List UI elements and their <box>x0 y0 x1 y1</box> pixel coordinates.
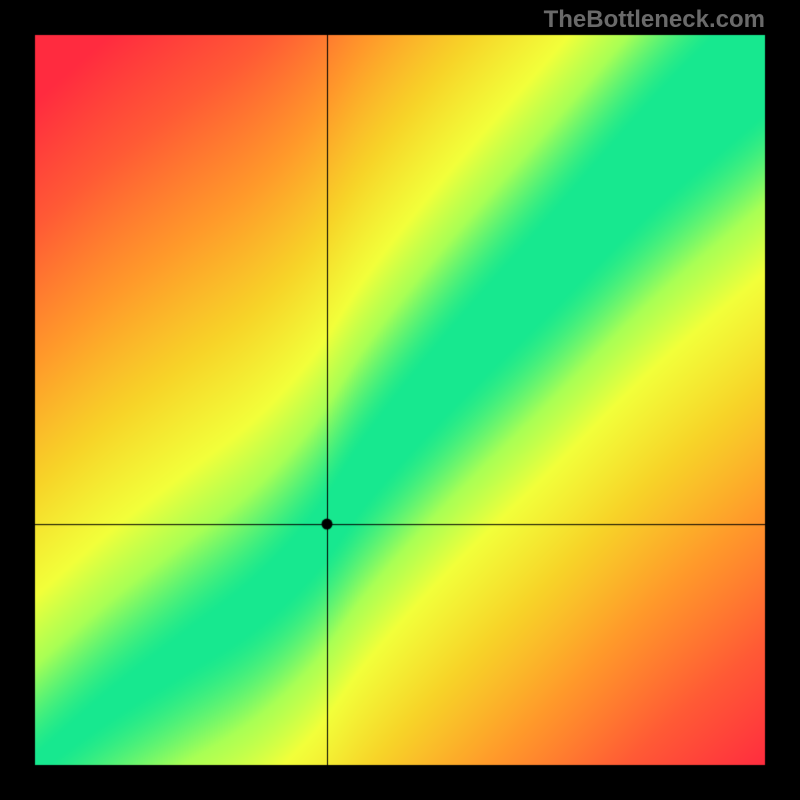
chart-container: { "chart": { "type": "heatmap", "canvas"… <box>0 0 800 800</box>
watermark-text: TheBottleneck.com <box>544 6 765 34</box>
bottleneck-heatmap <box>0 0 800 800</box>
